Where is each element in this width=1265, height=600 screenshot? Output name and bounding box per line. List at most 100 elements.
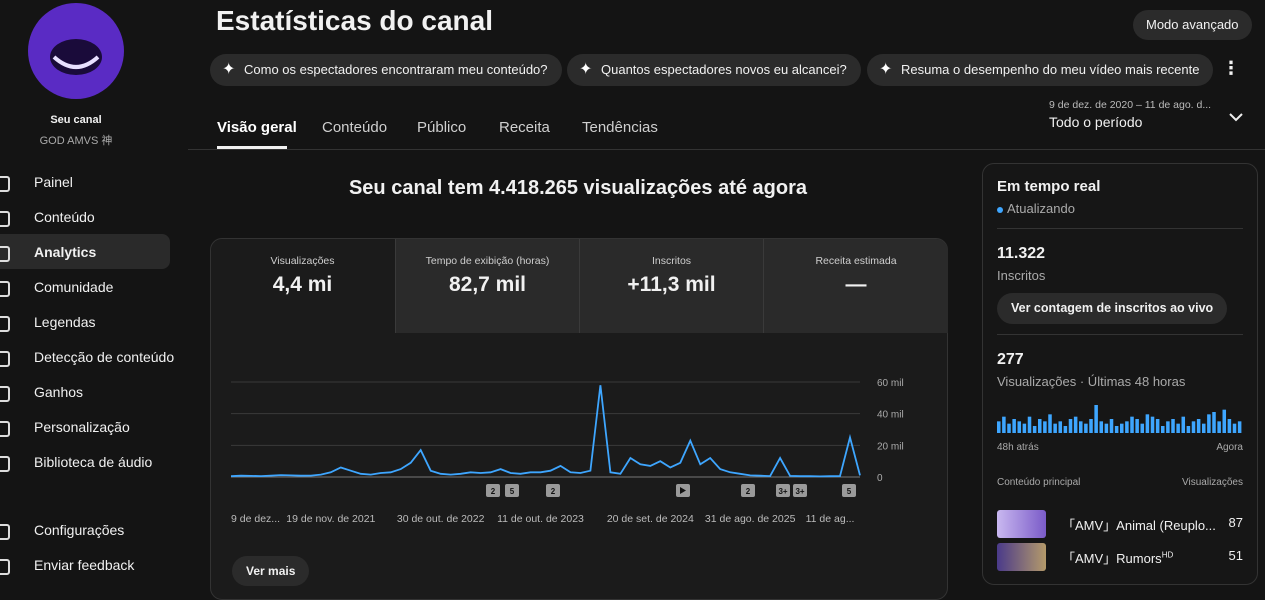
top-content-label: Conteúdo principal [997, 477, 1081, 488]
bar [1171, 419, 1175, 433]
metric-tile[interactable]: Inscritos +11,3 mil [579, 239, 763, 333]
live-count-button[interactable]: Ver contagem de inscritos ao vivo [997, 293, 1228, 324]
video-marker[interactable]: 2 [741, 484, 755, 497]
nav-item[interactable]: Ganhos [34, 384, 84, 400]
nav-item[interactable]: Conteúdo [34, 209, 95, 225]
nav-item[interactable]: Enviar feedback [34, 557, 135, 573]
tab[interactable]: Público [417, 119, 467, 136]
more-menu[interactable]: ⋮ [1222, 58, 1240, 78]
suggestion-chip[interactable]: Resuma o desempenho do meu vídeo mais re… [867, 54, 1214, 86]
marker-box [546, 484, 560, 497]
page: Seu canal GOD AMVS 神 Painel Conteúdo Analy… [0, 0, 1265, 572]
bar [1125, 421, 1129, 433]
bar [1130, 416, 1134, 433]
bar [1032, 426, 1037, 433]
bar [1084, 423, 1088, 433]
bar [1063, 426, 1068, 433]
metric-tile[interactable]: Receita estimada — [763, 239, 948, 333]
y-tick-label: 60 mil [877, 378, 904, 389]
nav-icon [0, 351, 10, 367]
avatar[interactable] [26, 2, 126, 102]
x-tick-label: 20 de set. de 2024 [607, 513, 694, 525]
tab[interactable]: Tendências [582, 119, 658, 136]
x-tick-label: 31 de ago. de 2025 [705, 513, 796, 525]
marker-label: 5 [510, 487, 515, 496]
series-line [230, 385, 861, 478]
video-marker[interactable]: 3+ [776, 484, 790, 497]
video-marker[interactable]: 2 [486, 484, 500, 497]
nav-icon [0, 524, 10, 540]
thumbnail[interactable] [997, 543, 1046, 571]
bar [1135, 419, 1139, 433]
bar [1079, 421, 1083, 433]
marker-box [793, 484, 807, 497]
nav-item[interactable]: Detecção de conteúdo [34, 349, 175, 365]
video-marker[interactable]: 2 [546, 484, 560, 497]
bar [1053, 423, 1057, 433]
period-range: 9 de dez. de 2020 – 11 de ago. d... [1049, 99, 1212, 111]
x-tick-label: 11 de out. de 2023 [497, 513, 584, 525]
advanced-button[interactable]: Modo avançado [1133, 10, 1252, 40]
bar-end-label: Agora [1216, 442, 1243, 453]
nav-item[interactable]: Legendas [34, 314, 96, 330]
metric-label: Visualizações [270, 255, 335, 267]
nav-icon [0, 211, 10, 227]
realtime-status: Atualizando [1007, 201, 1075, 216]
subscribers-label: Inscritos [997, 268, 1046, 283]
nav-item[interactable]: Configurações [34, 522, 125, 538]
content-title[interactable]: 「AMV」RumorsHD [1062, 548, 1173, 567]
bar [1038, 419, 1042, 433]
metric-label: Tempo de exibição (horas) [425, 255, 550, 267]
bar [1217, 421, 1221, 433]
marker-box [741, 484, 755, 497]
metric-tile[interactable]: Visualizações 4,4 mi [211, 239, 394, 333]
channel-name: GOD AMVS 神 [39, 135, 113, 147]
bar [1145, 414, 1150, 433]
bar [1232, 423, 1237, 433]
metric-label: Receita estimada [815, 255, 897, 267]
nav-item[interactable]: Painel [34, 174, 73, 190]
tab[interactable]: Visão geral [217, 119, 297, 136]
video-marker[interactable]: 5 [842, 484, 856, 497]
tab[interactable]: Receita [499, 119, 550, 136]
divider [997, 228, 1243, 229]
metric-value: — [845, 273, 867, 296]
realtime-bar-chart [997, 405, 1242, 433]
suggestion-chip[interactable]: Como os espectadores encontraram meu con… [210, 54, 562, 86]
suggestion-chip[interactable]: Quantos espectadores novos eu alcancei? [567, 54, 861, 86]
content-title[interactable]: 「AMV」Animal (Reuplo... [1062, 515, 1216, 534]
see-more-button[interactable]: Ver mais [232, 556, 310, 586]
nav-item[interactable]: Analytics [34, 244, 97, 260]
period-chevron[interactable] [1228, 111, 1244, 123]
thumbnail[interactable] [997, 510, 1046, 538]
bar [1048, 414, 1052, 433]
period-label[interactable]: Todo o período [1049, 114, 1143, 130]
nav-icon [0, 176, 10, 192]
tab[interactable]: Conteúdo [322, 119, 388, 136]
marker-box [505, 484, 519, 497]
bar [1196, 419, 1201, 433]
bar [1202, 423, 1206, 433]
views-label: Visualizações · Últimas 48 horas [997, 374, 1186, 389]
nav-item[interactable]: Biblioteca de áudio [34, 454, 153, 470]
x-tick-label: 19 de nov. de 2021 [286, 513, 375, 525]
bar-start-label: 48h atrás [997, 442, 1039, 453]
video-marker[interactable]: 5 [505, 484, 519, 497]
play-marker[interactable] [676, 484, 690, 497]
nav-icon [0, 456, 10, 472]
metric-tile[interactable]: Tempo de exibição (horas) 82,7 mil [395, 239, 579, 333]
nav-icon [0, 246, 10, 262]
y-tick-label: 20 mil [877, 441, 904, 452]
video-marker[interactable]: 3+ [793, 484, 807, 497]
bar [1007, 423, 1011, 433]
bar [1002, 416, 1006, 433]
marker-label: 3+ [795, 487, 804, 496]
subscribers-value: 11.322 [997, 245, 1046, 262]
marker-label: 3+ [778, 487, 787, 496]
nav-item[interactable]: Personalização [34, 419, 130, 435]
nav-item[interactable]: Comunidade [34, 279, 114, 295]
marker-box [776, 484, 790, 497]
content-views: 87 [1228, 515, 1243, 530]
bar [1237, 421, 1242, 433]
x-tick-label: 9 de dez... [231, 513, 280, 525]
